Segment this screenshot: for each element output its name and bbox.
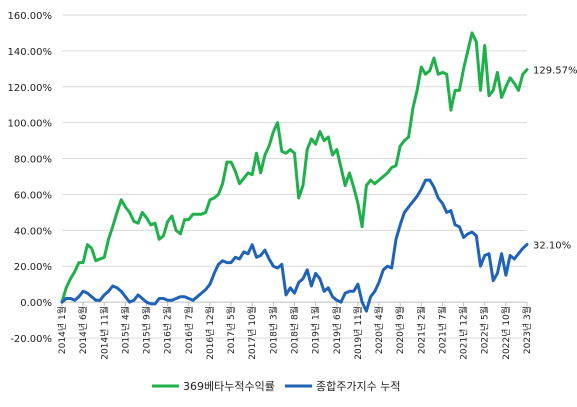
y-tick-label: 40.00%: [14, 226, 52, 237]
x-tick-label: 2023년 3월: [521, 306, 533, 354]
x-tick-label: 2019년 6월: [331, 306, 343, 354]
legend-label: 369베타누적수익률: [183, 380, 275, 393]
x-tick-label: 2018년 3월: [267, 306, 279, 354]
legend-label: 종합주가지수 누적: [316, 380, 400, 393]
y-tick-label: 60.00%: [14, 190, 52, 201]
x-tick-label: 2017년 10월: [246, 306, 258, 360]
series-line-beta: [60, 31, 529, 304]
y-tick-label: 0.00%: [20, 298, 52, 309]
x-tick-label: 2016년 12월: [204, 306, 216, 360]
x-tick-label: 2016년 7월: [183, 306, 195, 354]
x-tick-label: 2022년 5월: [479, 306, 491, 354]
x-tick-label: 2015년 9월: [141, 306, 153, 354]
x-tick-label: 2015년 4월: [119, 306, 131, 354]
x-tick-label: 2014년 11월: [98, 306, 110, 360]
y-tick-label: 120.00%: [8, 83, 53, 94]
x-tick-label: 2014년 1월: [56, 306, 68, 354]
y-tick-label: -20.00%: [10, 334, 52, 345]
x-tick-label: 2020년 4월: [373, 306, 385, 354]
y-tick-label: 160.00%: [8, 11, 53, 22]
end-value-label: 32.10%: [533, 241, 571, 252]
series-line-kospi: [60, 178, 529, 313]
series-lines: [60, 31, 529, 313]
x-axis-ticks: 2014년 1월 2014년 6월 2014년 11월 2015년 4월 2015년 9…: [56, 302, 533, 360]
x-tick-label: 2020년 9월: [394, 306, 406, 354]
x-tick-label: 2014년 6월: [77, 306, 89, 354]
x-tick-label: 2019년 1월: [310, 306, 322, 354]
x-tick-label: 2017년 5월: [225, 306, 237, 354]
y-tick-label: 80.00%: [14, 155, 52, 166]
end-labels: 129.57% 32.10%: [533, 66, 577, 252]
y-tick-label: 100.00%: [8, 119, 53, 130]
y-tick-label: 20.00%: [14, 262, 52, 273]
legend: 369베타누적수익률 종합주가지수 누적: [152, 380, 400, 393]
y-tick-label: 140.00%: [8, 47, 53, 58]
y-axis-ticks: -20.00% 0.00% 20.00% 40.00% 60.00% 80.00% 100.…: [8, 11, 53, 345]
x-tick-label: 2018년 8월: [289, 306, 301, 354]
x-tick-label: 2021년 2월: [415, 306, 427, 354]
x-tick-label: 2021년 12월: [458, 306, 470, 360]
end-value-label: 129.57%: [533, 66, 577, 77]
x-tick-label: 2021년 7월: [436, 306, 448, 354]
x-tick-label: 2022년 10월: [500, 306, 512, 360]
x-tick-label: 2019년 11월: [352, 306, 364, 360]
x-tick-label: 2016년 2월: [162, 306, 174, 354]
